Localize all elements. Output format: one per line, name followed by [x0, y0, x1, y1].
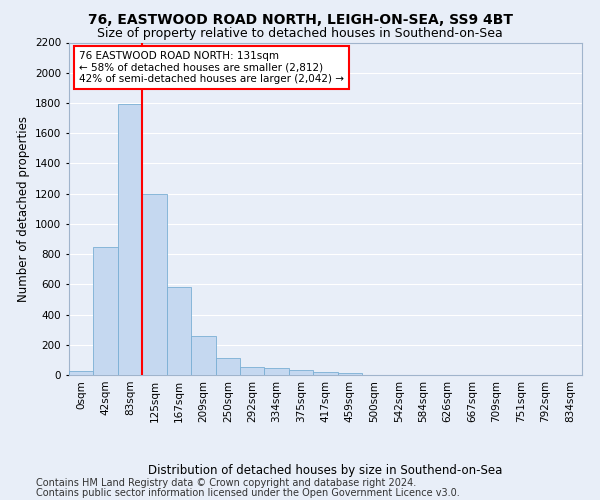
Bar — [69, 371, 94, 375]
Text: 76, EASTWOOD ROAD NORTH, LEIGH-ON-SEA, SS9 4BT: 76, EASTWOOD ROAD NORTH, LEIGH-ON-SEA, S… — [88, 12, 512, 26]
Bar — [191, 336, 215, 375]
Text: 76 EASTWOOD ROAD NORTH: 131sqm
← 58% of detached houses are smaller (2,812)
42% : 76 EASTWOOD ROAD NORTH: 131sqm ← 58% of … — [79, 51, 344, 84]
X-axis label: Distribution of detached houses by size in Southend-on-Sea: Distribution of detached houses by size … — [148, 464, 503, 476]
Bar — [265, 368, 289, 375]
Bar — [289, 370, 313, 375]
Bar — [118, 104, 142, 375]
Bar — [240, 368, 265, 375]
Bar — [142, 194, 167, 375]
Bar — [94, 248, 118, 375]
Bar — [215, 358, 240, 375]
Text: Size of property relative to detached houses in Southend-on-Sea: Size of property relative to detached ho… — [97, 28, 503, 40]
Bar — [338, 374, 362, 375]
Y-axis label: Number of detached properties: Number of detached properties — [17, 116, 29, 302]
Bar — [167, 286, 191, 375]
Bar — [313, 372, 338, 375]
Text: Contains public sector information licensed under the Open Government Licence v3: Contains public sector information licen… — [36, 488, 460, 498]
Text: Contains HM Land Registry data © Crown copyright and database right 2024.: Contains HM Land Registry data © Crown c… — [36, 478, 416, 488]
